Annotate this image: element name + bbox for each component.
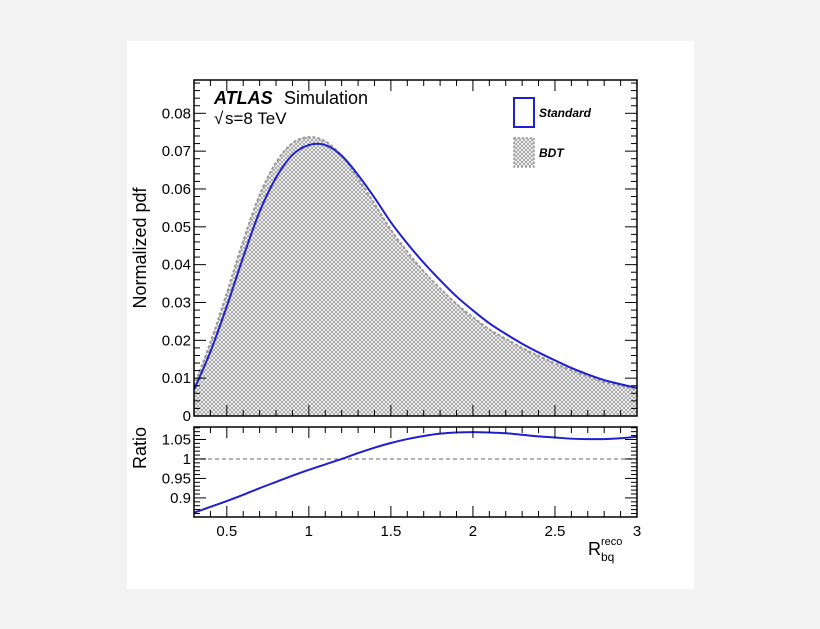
legend-swatch-bdt [513, 137, 535, 168]
legend-label-standard: Standard [539, 106, 592, 120]
y-tick-label: 0 [183, 408, 191, 425]
y-tick-label: 0.02 [162, 332, 191, 349]
simulation-label: Simulation [284, 88, 368, 108]
y-tick-label: 0.05 [162, 219, 191, 236]
main-plot: 0 0.01 0.02 0.03 0.04 0.05 0.06 0.07 0.08 [162, 79, 638, 425]
y-axis-label-main: Normalized pdf [130, 186, 150, 308]
y-tick-label: 0.03 [162, 294, 191, 311]
ratio-plot: 0.9 0.95 1 1.05 0.5 1 1.5 2 2.5 3 [162, 426, 641, 540]
x-tick-label: 2.5 [545, 523, 566, 540]
series-standard-line [194, 142, 637, 391]
x-tick-label: 1.5 [380, 523, 401, 540]
y-tick-label: 0.06 [162, 181, 191, 198]
x-axis-label-sub: bq [601, 550, 614, 564]
x-tick-label: 1 [305, 523, 313, 540]
atlas-label: ATLAS [213, 88, 273, 108]
series-ratio-line [194, 431, 637, 514]
series-bdt-outline [194, 136, 637, 391]
plot-frame [193, 426, 638, 518]
y-tick-label: 0.04 [162, 257, 191, 274]
x-tick-label: 3 [633, 523, 641, 540]
y-tick-label: 1 [183, 451, 191, 468]
x-axis-label-sup: reco [601, 536, 622, 548]
energy-label: s=8 TeV [225, 109, 287, 128]
y-tick-label: 0.08 [162, 105, 191, 122]
sqrt-symbol: √ [214, 109, 224, 128]
plot-frame [193, 79, 638, 417]
legend-label-bdt: BDT [539, 146, 565, 160]
x-tick-label: 2 [469, 523, 477, 540]
y-tick-label: 0.07 [162, 143, 191, 160]
x-axis-label: R [588, 539, 601, 559]
legend-swatch-standard [513, 97, 535, 128]
y-tick-label: 1.05 [162, 431, 191, 448]
x-tick-label: 0.5 [216, 523, 237, 540]
series-bdt-area [194, 137, 637, 416]
y-tick-label: 0.01 [162, 370, 191, 387]
y-tick-label: 0.9 [170, 490, 191, 507]
y-tick-label: 0.95 [162, 470, 191, 487]
y-axis-label-ratio: Ratio [130, 427, 150, 469]
